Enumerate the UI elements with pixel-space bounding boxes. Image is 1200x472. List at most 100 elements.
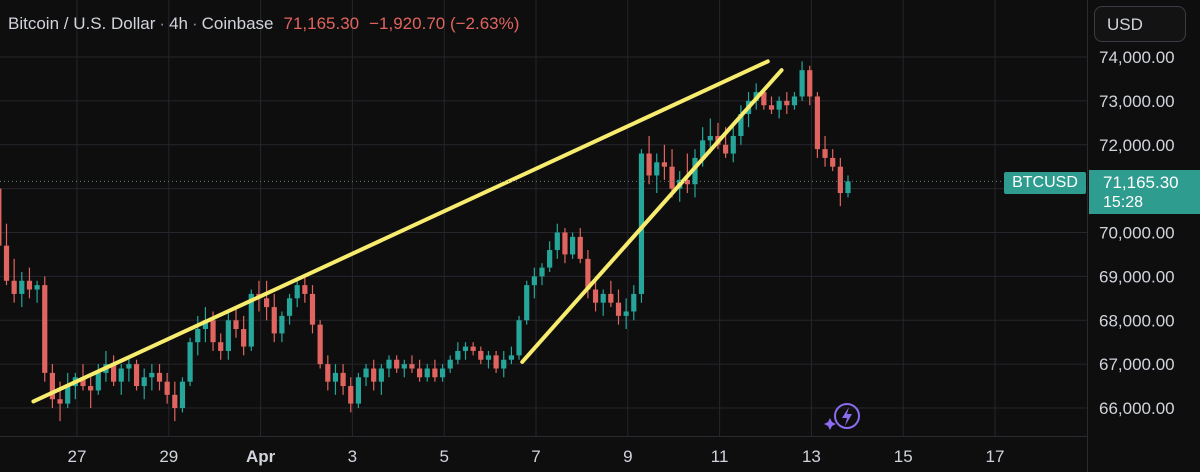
candle-body	[439, 368, 446, 378]
candle	[42, 276, 48, 382]
candle	[111, 355, 117, 387]
x-tick-label: 15	[894, 447, 913, 466]
candle	[432, 359, 438, 382]
candle	[730, 127, 736, 163]
candle-body	[164, 381, 170, 395]
candle	[218, 333, 224, 360]
candle	[570, 232, 576, 259]
candle	[547, 241, 553, 272]
candle-body	[26, 280, 33, 290]
candle	[409, 355, 415, 373]
candle	[195, 315, 201, 356]
candle-body	[447, 359, 453, 369]
header-separator: ·	[191, 14, 198, 33]
candle-body	[570, 236, 576, 255]
candle-body	[241, 329, 247, 347]
candle	[654, 153, 660, 194]
grid	[0, 0, 1088, 472]
candle	[814, 92, 820, 158]
candle	[608, 280, 614, 308]
trendline	[520, 68, 784, 364]
candle	[241, 315, 247, 356]
candle-body	[577, 236, 583, 259]
candle-body	[462, 346, 469, 351]
y-tick-label: 74,000.00	[1099, 48, 1175, 67]
candle	[776, 96, 782, 119]
candle-body	[822, 149, 828, 158]
candle	[149, 364, 155, 391]
candle-body	[485, 355, 492, 360]
candle	[661, 144, 667, 180]
candle	[439, 364, 446, 382]
symbol-name: Bitcoin / U.S. Dollar	[8, 14, 156, 33]
candle	[156, 364, 163, 391]
candle	[493, 350, 499, 373]
candle-body	[776, 100, 782, 110]
y-tick-label: 73,000.00	[1099, 92, 1175, 111]
candle-body	[156, 372, 163, 382]
candle-body	[386, 359, 392, 369]
candle-body	[11, 280, 17, 294]
candle-body	[600, 293, 606, 303]
candle	[0, 188, 2, 246]
candle-body	[42, 285, 48, 373]
candle-body	[355, 377, 361, 404]
candle-body	[88, 386, 94, 391]
header-separator: ·	[159, 14, 166, 33]
candle	[738, 105, 744, 145]
candle-body	[187, 342, 193, 382]
candle-body	[631, 293, 637, 312]
candle	[845, 175, 851, 198]
candle-body	[684, 179, 690, 185]
candle-body	[547, 250, 553, 268]
candle-body	[264, 298, 270, 308]
candle-body	[317, 324, 323, 365]
y-axis[interactable]: 66,000.00 67,000.00 68,000.00 69,000.00 70,0…	[1099, 48, 1175, 418]
candle	[19, 271, 25, 308]
candle-body	[432, 368, 438, 378]
candle-body	[615, 302, 622, 316]
candle-body	[845, 181, 851, 194]
candle-body	[531, 276, 537, 286]
candle-body	[111, 364, 117, 382]
candle-body	[49, 372, 55, 400]
candle-body	[302, 285, 308, 294]
candle	[179, 377, 186, 413]
candle-body	[539, 267, 545, 277]
candle-body	[554, 232, 560, 251]
candle	[562, 228, 568, 264]
candle	[631, 285, 637, 321]
candle-body	[723, 144, 729, 154]
candle-body	[126, 364, 132, 369]
currency-button[interactable]: USD	[1094, 6, 1186, 42]
trendlines[interactable]	[31, 59, 784, 404]
candle-body	[394, 359, 400, 369]
candle-body	[470, 346, 476, 351]
x-tick-label: Apr	[246, 447, 276, 466]
candle	[286, 293, 293, 325]
lightning-icon[interactable]	[824, 403, 860, 430]
candle	[49, 364, 55, 408]
candle	[133, 359, 140, 391]
candle-body	[807, 70, 813, 97]
candle-body	[19, 280, 25, 294]
candle	[88, 377, 94, 408]
candle	[3, 223, 10, 286]
candle	[363, 364, 369, 387]
candle-body	[707, 135, 713, 141]
candle	[264, 280, 270, 321]
candle-body	[661, 162, 667, 167]
interval[interactable]: 4h	[169, 14, 188, 33]
candle-body	[768, 105, 775, 110]
candles	[0, 61, 851, 422]
candle-body	[700, 140, 706, 158]
y-tick-label: 66,000.00	[1099, 399, 1175, 418]
x-axis[interactable]: 27 29 Apr 3 5 7 9 11 13 15 17	[68, 447, 1005, 466]
candle	[822, 135, 828, 167]
candle	[294, 280, 300, 308]
candle	[478, 346, 484, 365]
candle-body	[133, 364, 140, 387]
candle	[340, 364, 346, 395]
candle	[516, 315, 522, 360]
